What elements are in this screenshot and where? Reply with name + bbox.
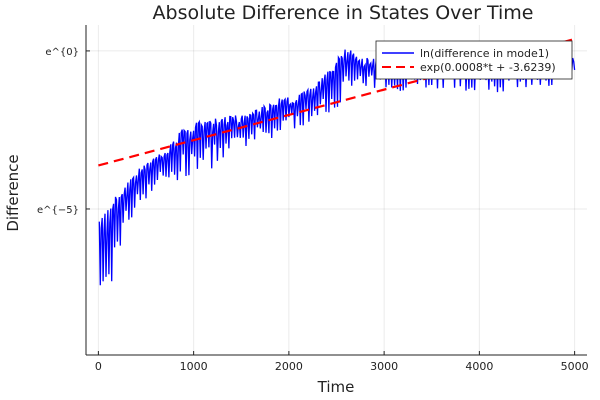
y-axis-label: Difference <box>4 154 22 231</box>
x-axis-label: Time <box>317 378 355 396</box>
x-tick-label: 2000 <box>275 360 303 373</box>
x-tick-label: 1000 <box>180 360 208 373</box>
data-series-line <box>98 49 576 286</box>
legend-label-data: ln(difference in mode1) <box>420 47 549 60</box>
y-tick-label: e^{−5} <box>37 205 79 216</box>
x-tick-label: 3000 <box>370 360 398 373</box>
x-tick-label: 5000 <box>561 360 589 373</box>
x-tick-label: 4000 <box>465 360 493 373</box>
axes: 0 1000 2000 3000 4000 5000 e^{0} e^{−5} <box>37 25 589 373</box>
legend-label-fit: exp(0.0008*t + -3.6239) <box>420 61 556 74</box>
x-tick-label: 0 <box>95 360 102 373</box>
chart-title: Absolute Difference in States Over Time <box>153 2 534 24</box>
grid <box>86 25 587 355</box>
y-tick-label: e^{0} <box>45 47 79 58</box>
legend: ln(difference in mode1) exp(0.0008*t + -… <box>375 40 573 80</box>
fit-line <box>98 37 575 167</box>
legend-box <box>375 40 573 80</box>
